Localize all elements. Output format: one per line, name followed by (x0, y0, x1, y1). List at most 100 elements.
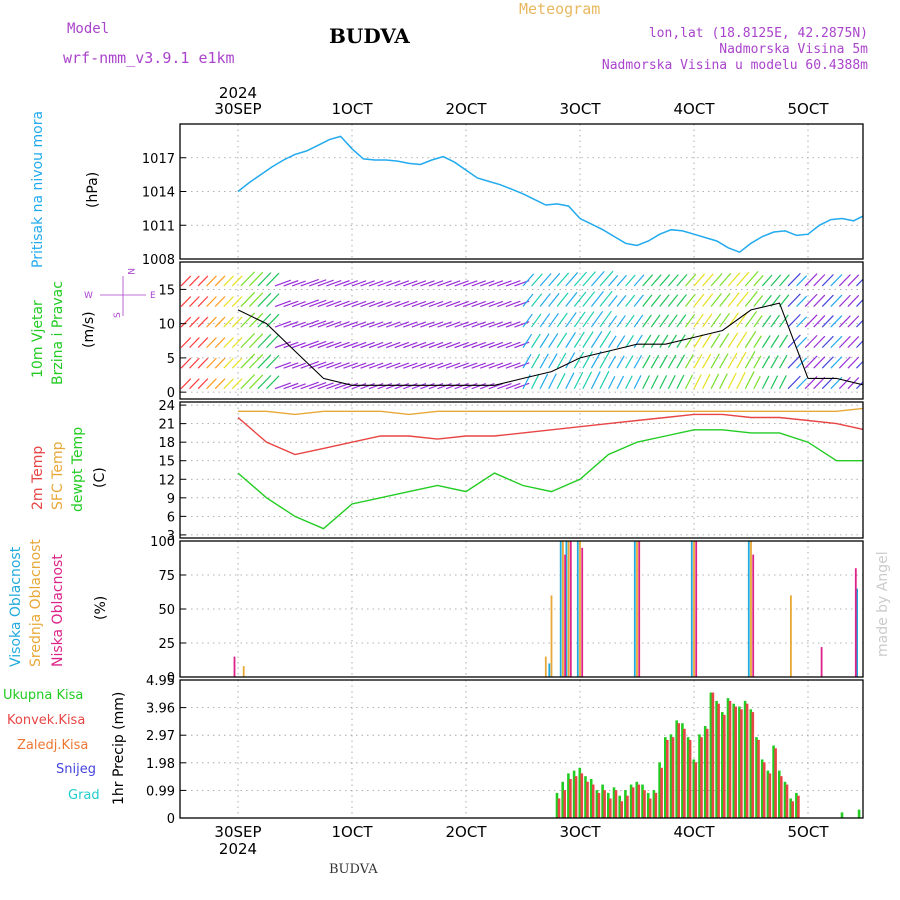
wind-arrow (838, 315, 851, 328)
ytick-label-cloud: 75 (158, 569, 175, 584)
wind-arrow (522, 293, 534, 307)
wind-arrow (197, 378, 209, 390)
watermark: made by Angel (875, 551, 891, 657)
ytick-label-temperature: 21 (158, 418, 175, 433)
wind-arrow (454, 300, 469, 308)
wind-arrow (616, 315, 626, 328)
wind-arrow (274, 361, 292, 369)
wind-arrow (847, 336, 860, 349)
wind-arrow (607, 335, 617, 348)
wind-arrow (248, 333, 264, 349)
wind-arrow (488, 280, 504, 287)
wind-arrow (189, 378, 200, 390)
wind-arrow (642, 354, 651, 369)
wind-arrow (676, 294, 687, 307)
wind-arrow (522, 353, 532, 369)
precip-bar-precip_total (589, 778, 593, 818)
precip-bar-precip_convective (580, 773, 584, 818)
wind-arrow (445, 362, 461, 369)
precip-bar-precip_convective (723, 714, 726, 818)
wind-arrow (847, 294, 860, 307)
meteogram-title: Meteogram (519, 0, 601, 18)
wind-arrow (556, 272, 570, 287)
wind-arrow (231, 275, 243, 287)
wind-arrow (684, 313, 696, 328)
wind-arrow (761, 315, 772, 328)
wind-arrow (189, 275, 200, 287)
top-xtick-label: 3OCT (560, 100, 602, 118)
wind-arrow (223, 337, 234, 349)
wind-arrow (248, 292, 264, 307)
wind-arrow (650, 354, 660, 369)
wind-arrow (437, 362, 452, 369)
wind-arrow (590, 310, 604, 328)
model-label: Model (67, 21, 110, 37)
wind-arrow (625, 274, 636, 287)
wind-arrow (607, 355, 616, 369)
wind-arrow (710, 293, 722, 307)
precip-bar-precip_convective (603, 790, 606, 818)
wind-arrow (804, 334, 818, 349)
precip-bar-precip_total (795, 792, 798, 818)
precip-bar-precip_convective (700, 737, 703, 818)
wind-arrow (300, 381, 319, 390)
precip-bar-precip_convective (609, 798, 612, 818)
wind-arrow (548, 373, 557, 389)
wind-arrow (403, 383, 418, 390)
precip-bar-precip_convective (569, 778, 572, 818)
wind-label-line1: 10m Vjetar (30, 300, 46, 378)
precip-bar-precip_total (578, 767, 582, 818)
wind-arrow (420, 321, 435, 328)
wind-arrow (274, 300, 292, 308)
wind-arrow (590, 271, 605, 287)
wind-arrow (471, 362, 486, 369)
wind-arrow (231, 296, 243, 307)
panel-frame-temperature (179, 401, 864, 539)
wind-arrow (813, 335, 826, 349)
wind-arrow (847, 356, 860, 369)
wind-arrow (659, 294, 670, 307)
precip-bar-precip_convective (780, 776, 783, 818)
wind-arrow (480, 341, 495, 349)
wind-arrow (240, 312, 256, 328)
wind-arrow (291, 362, 306, 369)
wind-arrow (454, 280, 469, 287)
panel-labels: Pritisak na nivou mora (hPa) 10m Vjetar … (3, 111, 156, 805)
wind-arrow (625, 294, 636, 307)
wind-arrow (796, 295, 808, 307)
precip-legend-freezing: Zaledj.Kisa (17, 738, 88, 753)
wind-arrow (266, 375, 280, 390)
precip-bar-precip_convective (654, 792, 658, 818)
wind-arrow (343, 382, 359, 390)
wind-arrow (778, 375, 787, 389)
wind-arrow (360, 280, 375, 287)
precip-bar-precip_convective (614, 790, 618, 818)
ytick-label-cloud: 0 (167, 671, 175, 686)
wind-arrow (650, 274, 662, 287)
wind-arrow (480, 280, 495, 287)
wind-arrow (368, 383, 384, 390)
ytick-label-precip: 4.95 (146, 674, 175, 689)
wind-arrow (420, 362, 435, 369)
wind-arrow (505, 321, 521, 328)
precip-bar-precip_convective (705, 728, 709, 818)
wind-arrow (522, 313, 533, 328)
wind-arrow (274, 279, 292, 287)
wind-arrow (480, 321, 495, 328)
precip-bar-precip_total (857, 809, 861, 818)
cloud-bar-mid_cloud (579, 541, 581, 677)
wind-arrow (676, 374, 685, 389)
wind-arrow (710, 313, 722, 328)
wind-arrow (813, 356, 826, 369)
wind-arrow (197, 357, 209, 369)
wind-arrow (531, 353, 541, 369)
wind-arrow (334, 280, 350, 287)
wind-arrow (693, 273, 706, 287)
station-title: BUDVA (329, 24, 410, 48)
wind-arrow (625, 375, 633, 389)
wind-arrow (616, 375, 625, 389)
wind-arrow (326, 382, 342, 390)
wind-legend-n: N (125, 268, 135, 275)
wind-arrow (283, 300, 299, 308)
wind-arrow (539, 273, 552, 287)
